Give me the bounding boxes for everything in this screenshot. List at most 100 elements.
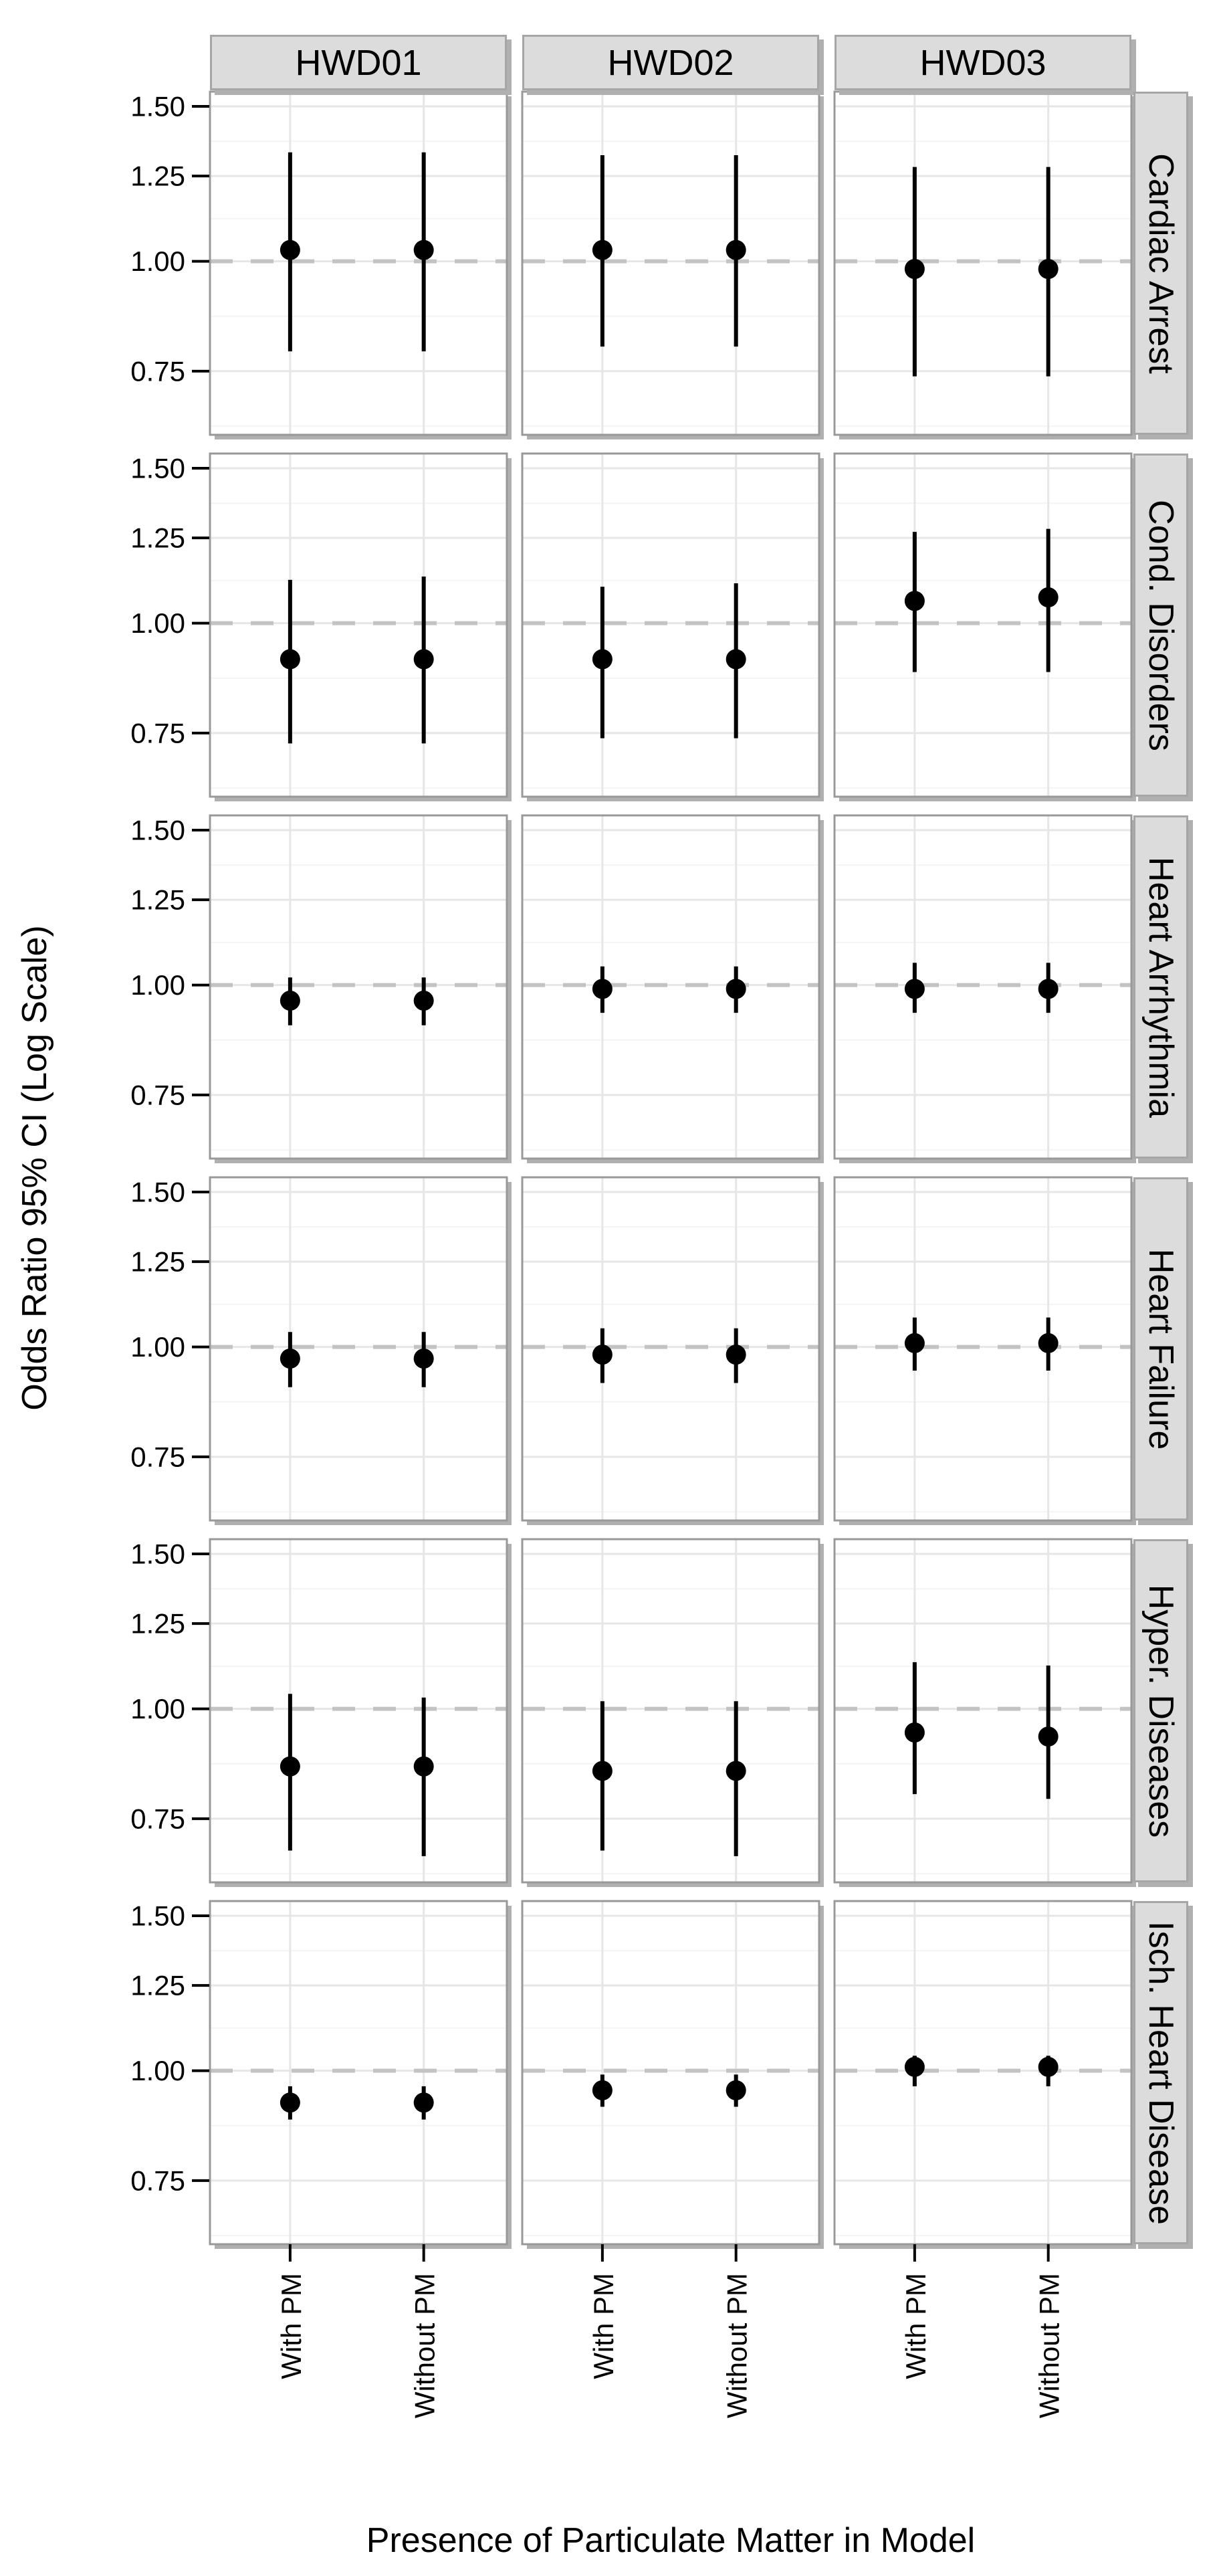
panel-cardiac-arrest-hwd03-border [833, 90, 1133, 436]
y-tick-label-1.25: 1.25 [130, 1608, 185, 1640]
col-strip-hwd01: HWD01 [210, 35, 507, 90]
or-point-without-pm [1038, 587, 1059, 607]
row-strip-cond-disorders: Cond. Disorders [1133, 454, 1188, 797]
col-strip-hwd03-label: HWD03 [919, 42, 1046, 83]
panel-cardiac-arrest-hwd02-border [521, 90, 820, 436]
x-axis-title: Presence of Particulate Matter in Model [366, 2521, 976, 2560]
y-tick-label-0.75: 0.75 [130, 2165, 185, 2196]
panel-heart-failure-hwd03-border [833, 1176, 1133, 1522]
panel-isch-heart-disease-hwd02-border [521, 1900, 820, 2246]
or-point-with-pm [280, 649, 300, 670]
or-point-without-pm [413, 2092, 434, 2113]
y-tick-label-1.00: 1.00 [130, 245, 185, 277]
y-tick-label-1.00: 1.00 [130, 1693, 185, 1724]
or-point-with-pm [592, 1761, 613, 1781]
y-tick-label-1.50: 1.50 [130, 1900, 185, 1932]
y-tick-label-1.50: 1.50 [130, 91, 185, 122]
or-point-with-pm [904, 259, 925, 280]
y-tick-label-0.75: 0.75 [130, 355, 185, 387]
or-point-with-pm [280, 239, 300, 260]
row-strip-cardiac-arrest-label: Cardiac Arrest [1141, 153, 1180, 374]
row-strip-cardiac-arrest: Cardiac Arrest [1133, 92, 1188, 435]
panel-heart-arrhythmia-hwd02-border [521, 814, 820, 1160]
panel-cardiac-arrest-hwd01-border [209, 90, 508, 436]
row-strip-hyper-diseases-label: Hyper. Diseases [1141, 1584, 1180, 1838]
panel-hyper-diseases-hwd03-border [833, 1538, 1133, 1884]
row-strip-heart-failure-label: Heart Failure [1141, 1248, 1180, 1450]
or-point-without-pm [1038, 1726, 1059, 1747]
y-tick-label-1.25: 1.25 [130, 161, 185, 192]
panel-heart-arrhythmia-hwd03-border [833, 814, 1133, 1160]
col-strip-hwd02-label: HWD02 [607, 42, 734, 83]
x-tick-label-without-pm: Without PM [722, 2273, 753, 2418]
y-tick-label-1.00: 1.00 [130, 607, 185, 639]
or-point-without-pm [413, 239, 434, 260]
row-strip-hyper-diseases: Hyper. Diseases [1133, 1539, 1188, 1882]
or-point-with-pm [904, 979, 925, 999]
or-point-with-pm [592, 1345, 613, 1365]
y-tick-label-0.75: 0.75 [130, 1079, 185, 1110]
panel-isch-heart-disease-hwd03-border [833, 1900, 1133, 2246]
row-strip-isch-heart-disease: Isch. Heart Disease [1133, 1901, 1188, 2244]
y-tick-label-0.75: 0.75 [130, 1441, 185, 1472]
y-tick-label-1.50: 1.50 [130, 1177, 185, 1208]
y-tick-label-1.25: 1.25 [130, 1970, 185, 2001]
or-point-with-pm [592, 2080, 613, 2100]
col-strip-hwd01-label: HWD01 [295, 42, 422, 83]
panel-hyper-diseases-hwd02-border [521, 1538, 820, 1884]
panel-heart-arrhythmia-hwd01-border [209, 814, 508, 1160]
or-point-without-pm [726, 1345, 746, 1365]
y-tick-label-1.00: 1.00 [130, 1331, 185, 1363]
x-tick-label-with-pm: With PM [900, 2273, 931, 2379]
y-axis-title: Odds Ratio 95% CI (Log Scale) [15, 925, 54, 1411]
or-point-with-pm [280, 1756, 300, 1777]
or-point-with-pm [904, 1332, 925, 1353]
panel-cond-disorders-hwd03-border [833, 452, 1133, 798]
y-tick-label-1.25: 1.25 [130, 1246, 185, 1278]
y-tick-label-0.75: 0.75 [130, 717, 185, 749]
row-strip-heart-failure: Heart Failure [1133, 1177, 1188, 1520]
row-strip-cond-disorders-label: Cond. Disorders [1141, 499, 1180, 751]
row-strip-heart-arrhythmia-label: Heart Arrhythmia [1141, 856, 1180, 1118]
y-tick-label-1.00: 1.00 [130, 969, 185, 1001]
or-point-without-pm [726, 1761, 746, 1781]
or-point-without-pm [726, 979, 746, 999]
panel-hyper-diseases-hwd01-border [209, 1538, 508, 1884]
row-strip-heart-arrhythmia: Heart Arrhythmia [1133, 815, 1188, 1159]
y-tick-label-1.00: 1.00 [130, 2055, 185, 2086]
panel-isch-heart-disease-hwd01-border [209, 1900, 508, 2246]
y-tick-label-1.50: 1.50 [130, 815, 185, 846]
col-strip-hwd02: HWD02 [522, 35, 819, 90]
or-point-with-pm [904, 2056, 925, 2077]
or-point-without-pm [413, 990, 434, 1011]
or-point-without-pm [726, 239, 746, 260]
or-point-without-pm [413, 649, 434, 670]
or-point-without-pm [1038, 2056, 1059, 2077]
or-point-without-pm [413, 1349, 434, 1369]
or-point-with-pm [280, 1349, 300, 1369]
x-tick-label-without-pm: Without PM [1034, 2273, 1065, 2418]
or-point-with-pm [904, 1722, 925, 1743]
or-point-with-pm [280, 990, 300, 1011]
panel-cond-disorders-hwd02-border [521, 452, 820, 798]
or-point-without-pm [726, 649, 746, 670]
x-tick-label-with-pm: With PM [588, 2273, 619, 2379]
col-strip-hwd03: HWD03 [835, 35, 1131, 90]
or-point-with-pm [592, 649, 613, 670]
y-tick-label-1.25: 1.25 [130, 884, 185, 916]
x-tick-label-without-pm: Without PM [409, 2273, 441, 2418]
panel-cond-disorders-hwd01-border [209, 452, 508, 798]
or-point-with-pm [592, 979, 613, 999]
or-point-without-pm [1038, 979, 1059, 999]
or-point-without-pm [1038, 1332, 1059, 1353]
y-tick-label-1.50: 1.50 [130, 453, 185, 484]
panel-heart-failure-hwd01-border [209, 1176, 508, 1522]
y-tick-label-0.75: 0.75 [130, 1803, 185, 1834]
or-point-with-pm [904, 591, 925, 611]
row-strip-isch-heart-disease-label: Isch. Heart Disease [1141, 1920, 1180, 2225]
panel-heart-failure-hwd02-border [521, 1176, 820, 1522]
x-tick-label-with-pm: With PM [275, 2273, 307, 2379]
or-point-without-pm [726, 2080, 746, 2100]
